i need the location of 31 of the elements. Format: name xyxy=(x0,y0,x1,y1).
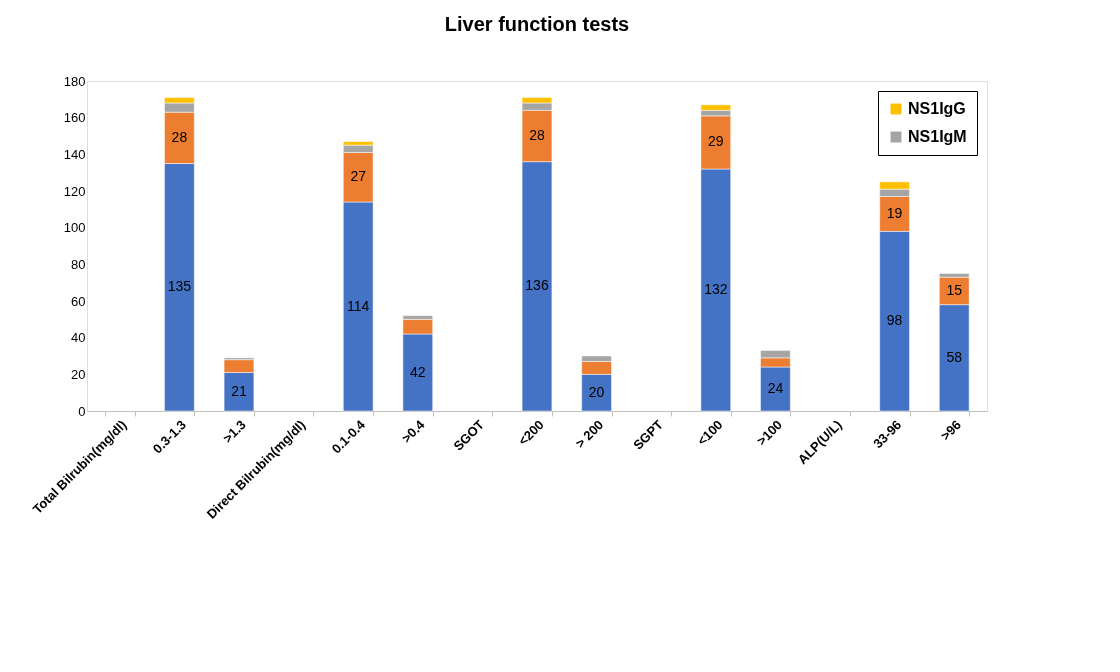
data-label: 132 xyxy=(704,281,728,297)
data-label: 27 xyxy=(350,168,367,185)
data-label: 20 xyxy=(588,383,605,400)
chart-title: Liver function tests xyxy=(444,13,630,35)
data-label: 29 xyxy=(708,133,724,150)
y-tick-label: 40 xyxy=(71,330,86,346)
data-label: 24 xyxy=(767,380,784,396)
data-label: 19 xyxy=(886,204,903,221)
data-label: 114 xyxy=(347,297,370,314)
y-tick-label: 100 xyxy=(63,220,86,236)
data-label: 21 xyxy=(231,382,247,399)
y-tick-label: 0 xyxy=(78,403,86,419)
data-label: 135 xyxy=(167,278,192,295)
y-tick-label: 20 xyxy=(71,366,86,382)
data-label: 136 xyxy=(525,277,549,294)
data-label: 28 xyxy=(529,127,545,143)
x-tick-label: > 200 xyxy=(572,417,607,451)
y-tick-label: 160 xyxy=(63,110,86,126)
data-label: 28 xyxy=(171,128,188,145)
y-tick-label: 180 xyxy=(63,73,86,89)
y-tick-label: 80 xyxy=(71,256,86,272)
data-label: 42 xyxy=(410,363,426,380)
data-label: 15 xyxy=(946,281,963,298)
legend-label: NS1IgG xyxy=(908,100,966,117)
y-tick-label: 120 xyxy=(63,183,86,199)
y-tick-label: 60 xyxy=(71,293,86,309)
data-label: 98 xyxy=(886,312,903,329)
y-tick-label: 140 xyxy=(63,146,86,162)
x-tick-label: >96 xyxy=(937,417,964,444)
data-label: 58 xyxy=(946,348,963,365)
legend-label: NS1IgM xyxy=(908,128,967,145)
